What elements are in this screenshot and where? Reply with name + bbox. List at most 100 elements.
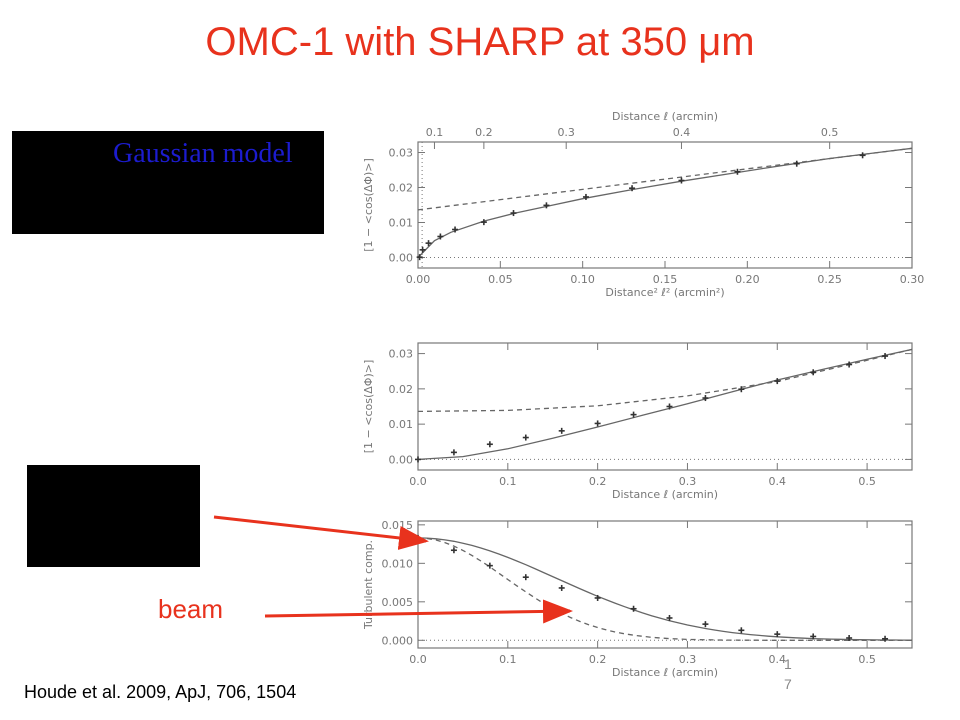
data-point	[774, 378, 781, 385]
y-tick-label: 0.01	[389, 217, 414, 230]
data-point	[450, 547, 457, 554]
top-tick-label: 0.5	[821, 126, 839, 139]
y-tick-label: 0.00	[389, 453, 414, 466]
data-point	[774, 631, 781, 638]
x-tick-label: 0.10	[570, 273, 595, 286]
x-tick-label: 0.0	[409, 653, 427, 666]
data-point	[416, 254, 423, 261]
image-placeholder-bottom	[27, 465, 200, 567]
fit-solid-curve	[417, 147, 913, 258]
data-point	[480, 219, 487, 226]
y-tick-label: 0.03	[389, 348, 414, 361]
data-point	[702, 621, 709, 628]
x-axis-label: Distance ℓ (arcmin)	[612, 488, 718, 501]
chart-middle: 0.0 0.1 0.2 0.3 0.4 0.5 0.00 0.01 0.02 0.03 Distan…	[362, 342, 913, 501]
y-tick-label: 0.02	[389, 182, 414, 195]
page-number-bottom: 7	[784, 676, 792, 692]
x-tick-label: 0.20	[735, 273, 760, 286]
fit-solid-curve	[417, 537, 912, 641]
data-point	[630, 411, 637, 418]
y-axis-label: [1 − <cos(ΔΦ)>]	[362, 158, 375, 252]
y-tick-label: 0.015	[382, 519, 414, 532]
data-point	[738, 627, 745, 634]
data-point	[558, 427, 565, 434]
data-point	[846, 361, 853, 368]
y-tick-label: 0.000	[382, 634, 414, 647]
x-tick-label: 0.25	[817, 273, 842, 286]
data-point	[810, 369, 817, 376]
data-point	[450, 449, 457, 456]
fit-dashed-curve	[417, 348, 913, 413]
data-point	[594, 594, 601, 601]
data-point	[543, 202, 550, 209]
chart-bottom: 0.0 0.1 0.2 0.3 0.4 0.5 0.000 0.005 0.010 0.015 Di…	[362, 519, 913, 679]
beam-label: beam	[158, 594, 224, 624]
page-number: 1 7	[784, 654, 796, 694]
x-axis-label: Distance ℓ (arcmin)	[612, 666, 718, 679]
x-tick-label: 0.5	[858, 475, 876, 488]
image-placeholder-top	[12, 131, 324, 234]
data-point	[630, 605, 637, 612]
fit-solid-curve	[417, 348, 913, 461]
data-point	[702, 395, 709, 402]
data-point	[666, 614, 673, 621]
x-tick-label: 0.5	[858, 653, 876, 666]
x-tick-label: 0.3	[679, 475, 697, 488]
slide-title: OMC-1 with SHARP at 350 μm	[205, 20, 755, 64]
data-point	[666, 403, 673, 410]
data-point	[594, 420, 601, 427]
x-axis-label: Distance² ℓ² (arcmin²)	[605, 286, 724, 299]
top-tick-label: 0.4	[673, 126, 691, 139]
y-tick-label: 0.005	[382, 596, 414, 609]
x-tick-label: 0.05	[488, 273, 513, 286]
x-tick-label: 0.4	[769, 475, 787, 488]
arrow-to-peak	[213, 515, 429, 550]
data-point	[425, 240, 432, 247]
data-point	[510, 210, 517, 217]
data-point	[452, 226, 459, 233]
x-tick-label: 0.2	[589, 475, 607, 488]
plot-frame	[417, 520, 913, 649]
top-tick-label: 0.1	[426, 126, 444, 139]
data-point	[437, 233, 444, 240]
gaussian-model-label: Gaussian model	[113, 138, 293, 169]
y-tick-label: 0.01	[389, 418, 414, 431]
y-tick-label: 0.03	[389, 147, 414, 160]
y-axis-label: [1 − <cos(ΔΦ)>]	[362, 360, 375, 454]
top-axis-label: Distance ℓ (arcmin)	[612, 110, 718, 123]
data-point	[486, 441, 493, 448]
page-number-top: 1	[784, 656, 792, 672]
data-point	[486, 562, 493, 569]
x-tick-label: 0.15	[653, 273, 678, 286]
y-tick-label: 0.010	[382, 557, 414, 570]
data-point	[734, 168, 741, 175]
x-tick-label: 0.1	[499, 653, 517, 666]
chart-top: 0.00 0.05 0.10 0.15 0.20 0.25 0.30 0.00 0.01 0.02…	[362, 110, 924, 299]
x-tick-label: 0.0	[409, 475, 427, 488]
data-point	[882, 353, 889, 360]
y-axis-label: Turbulent comp.	[362, 540, 375, 630]
top-tick-label: 0.3	[557, 126, 575, 139]
y-tick-label: 0.00	[389, 252, 414, 265]
data-point	[793, 160, 800, 167]
data-point	[678, 177, 685, 184]
arrow-to-beam	[264, 599, 573, 624]
x-tick-label: 0.3	[679, 653, 697, 666]
x-tick-label: 0.30	[900, 273, 925, 286]
x-tick-label: 0.2	[589, 653, 607, 666]
data-point	[738, 386, 745, 393]
x-tick-label: 0.00	[406, 273, 431, 286]
data-point	[522, 434, 529, 441]
y-tick-label: 0.02	[389, 383, 414, 396]
top-tick-label: 0.2	[475, 126, 493, 139]
x-tick-label: 0.1	[499, 475, 517, 488]
data-point	[415, 456, 421, 463]
data-point	[846, 634, 853, 641]
citation: Houde et al. 2009, ApJ, 706, 1504	[24, 682, 297, 702]
fit-dashed-curve	[417, 147, 913, 211]
data-point	[859, 152, 866, 159]
data-point	[882, 635, 889, 642]
plot-frame	[417, 141, 913, 269]
data-point	[558, 584, 565, 591]
